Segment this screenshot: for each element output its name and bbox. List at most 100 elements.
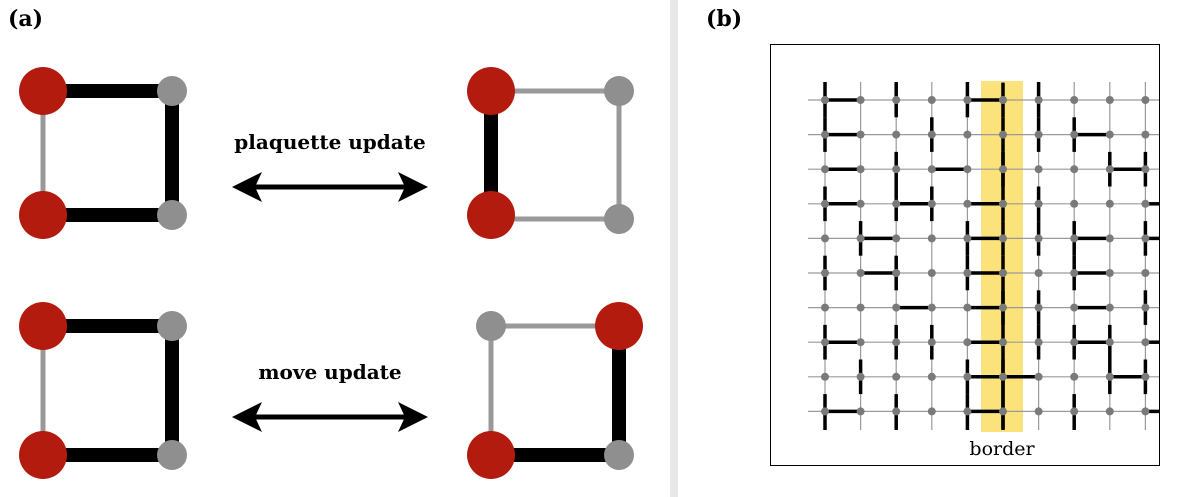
lattice-node [999,165,1007,174]
lattice-node [892,234,901,243]
lattice-node [1105,199,1114,208]
panel-divider [670,0,678,497]
red-site [19,67,67,115]
gray-site [157,200,187,230]
lattice-node [999,234,1007,243]
lattice-node [1070,303,1079,312]
lattice-node [927,407,936,416]
lattice-node [1141,96,1150,104]
lattice-node [963,338,972,347]
red-site [467,431,515,479]
lattice-node [963,165,972,174]
plaquette-after [467,67,634,239]
lattice-node [821,338,829,347]
lattice-node [856,96,865,104]
plaquette-update-label: plaquette update [234,130,426,154]
lattice-node [856,199,865,208]
lattice-node [1141,165,1150,174]
lattice-node [856,130,865,139]
lattice-node [963,130,972,139]
lattice-node [1070,372,1079,381]
gray-site [604,76,634,106]
lattice-node [1141,303,1150,312]
lattice-node [1034,372,1043,381]
lattice-node [856,269,865,277]
lattice-node [856,303,865,312]
plaquette-double-arrow [232,172,428,202]
lattice-node [1034,130,1043,139]
lattice-node [821,303,829,312]
panel-b-label: (b) [706,6,743,32]
lattice-node [1141,234,1150,243]
lattice-node [821,372,829,381]
lattice-node [1141,338,1150,347]
lattice-node [1141,269,1150,277]
lattice-node [821,234,829,243]
lattice-node [1105,234,1114,243]
lattice-node [927,165,936,174]
lattice-node [1105,303,1114,312]
lattice-node [999,303,1007,312]
lattice-node [927,372,936,381]
lattice-node [821,407,829,416]
lattice-node [1034,199,1043,208]
lattice-node [999,407,1007,416]
lattice-node [821,269,829,277]
lattice-node [892,372,901,381]
lattice-node [892,303,901,312]
lattice-node [963,372,972,381]
lattice-node [927,234,936,243]
lattice-node [1105,407,1114,416]
lattice-node [999,199,1007,208]
lattice-node [927,96,936,104]
lattice-node [963,269,972,277]
lattice-node [821,130,829,139]
red-site [467,191,515,239]
lattice-node [856,165,865,174]
lattice-node [856,407,865,416]
lattice-node [892,338,901,347]
lattice-nodes [821,96,1150,416]
lattice-node [1070,165,1079,174]
lattice-node [892,96,901,104]
lattice-node [999,96,1007,104]
lattice-node [1070,96,1079,104]
lattice-node [999,269,1007,277]
lattice-node [1070,130,1079,139]
lattice-node [1141,372,1150,381]
lattice-node [1034,338,1043,347]
gray-site [476,311,506,341]
red-site [595,302,643,350]
lattice-node [927,338,936,347]
panel-b-frame [770,44,1160,466]
lattice-node [892,269,901,277]
lattice-node [1070,407,1079,416]
panel-a-label: (a) [8,6,44,32]
lattice-node [1105,372,1114,381]
lattice-node [892,199,901,208]
move-before [19,302,187,479]
lattice-node [821,96,829,104]
lattice-node [1105,130,1114,139]
gray-site [157,311,187,341]
lattice-node [1105,338,1114,347]
lattice-node [1070,199,1079,208]
red-site [19,431,67,479]
lattice-node [1070,269,1079,277]
red-site [19,191,67,239]
lattice-node [1141,199,1150,208]
border-label: border [969,438,1035,460]
lattice-node [856,338,865,347]
plaquette-before [19,67,187,239]
lattice-node [963,303,972,312]
lattice-node [927,130,936,139]
gray-site [604,440,634,470]
lattice-node [1070,338,1079,347]
lattice-node [821,165,829,174]
lattice-node [892,130,901,139]
lattice-node [892,165,901,174]
lattice-node [1141,130,1150,139]
lattice-node [1034,165,1043,174]
lattice-node [1034,234,1043,243]
